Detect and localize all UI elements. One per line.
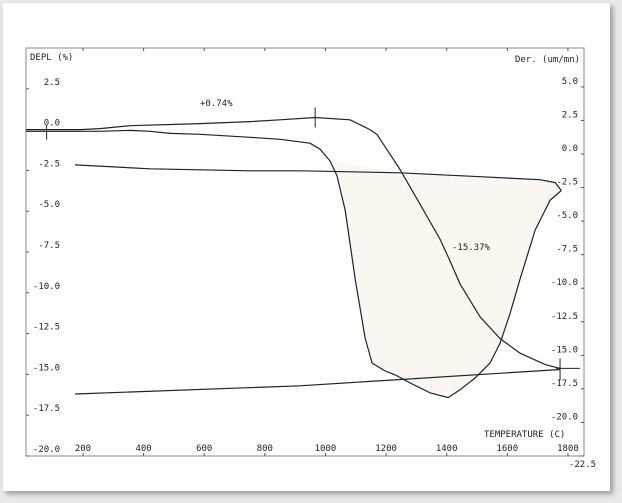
left-y-tick-label: -17.5	[33, 404, 60, 414]
shrinkage-shaded-area	[330, 160, 562, 398]
left-y-tick-label: -10.0	[33, 282, 60, 292]
x-tick-label: 1800	[557, 444, 579, 454]
right-y-tick-label: -15.0	[551, 345, 578, 355]
left-y-tick-label: -12.5	[33, 323, 60, 333]
left-y-tick-label: 2.5	[44, 78, 60, 88]
right-y-tick-label: -2.5	[556, 178, 578, 188]
annotation-shrinkage: -15.37%	[452, 243, 491, 253]
right-y-tick-label: -17.5	[551, 379, 578, 389]
right-y-tick-label: -20.0	[551, 412, 578, 422]
x-tick-label: 1000	[315, 444, 337, 454]
x-tick-label: 200	[75, 444, 91, 454]
x-tick-label: 600	[196, 444, 212, 454]
right-y-tick-label: -12.5	[551, 312, 578, 322]
x-tick-label: 400	[135, 444, 151, 454]
right-y-tick-label: 0.0	[562, 144, 578, 154]
right-y-tick-label: -22.5	[569, 460, 596, 470]
annotation-expansion: +0.74%	[200, 99, 233, 109]
left-y-tick-label: 0.0	[44, 119, 60, 129]
left-y-tick-label: -15.0	[33, 363, 60, 373]
x-tick-label: 1400	[436, 444, 458, 454]
x-tick-label: 800	[257, 444, 273, 454]
derivative-cooling-line	[75, 164, 562, 191]
left-y-tick-label: -20.0	[33, 445, 60, 455]
right-axis-label: Der. (um/mn)	[515, 55, 580, 65]
displacement-heating-line	[26, 116, 561, 369]
right-y-tick-label: 5.0	[562, 77, 578, 87]
x-tick-label: 1200	[375, 444, 397, 454]
left-axis-label: DEPL (%)	[30, 53, 73, 63]
derivative-heating-line	[26, 129, 562, 399]
right-y-tick-label: -10.0	[551, 278, 578, 288]
left-y-tick-label: -5.0	[38, 200, 60, 210]
left-y-tick-label: -2.5	[38, 159, 60, 169]
x-axis-label: TEMPERATURE (C)	[484, 430, 565, 440]
x-tick-label: 1600	[496, 444, 518, 454]
right-y-tick-label: -5.0	[556, 211, 578, 221]
right-y-tick-label: -7.5	[556, 245, 578, 255]
right-y-tick-label: 2.5	[562, 110, 578, 120]
left-y-tick-label: -7.5	[38, 241, 60, 251]
displacement-cooling-line	[75, 368, 561, 395]
